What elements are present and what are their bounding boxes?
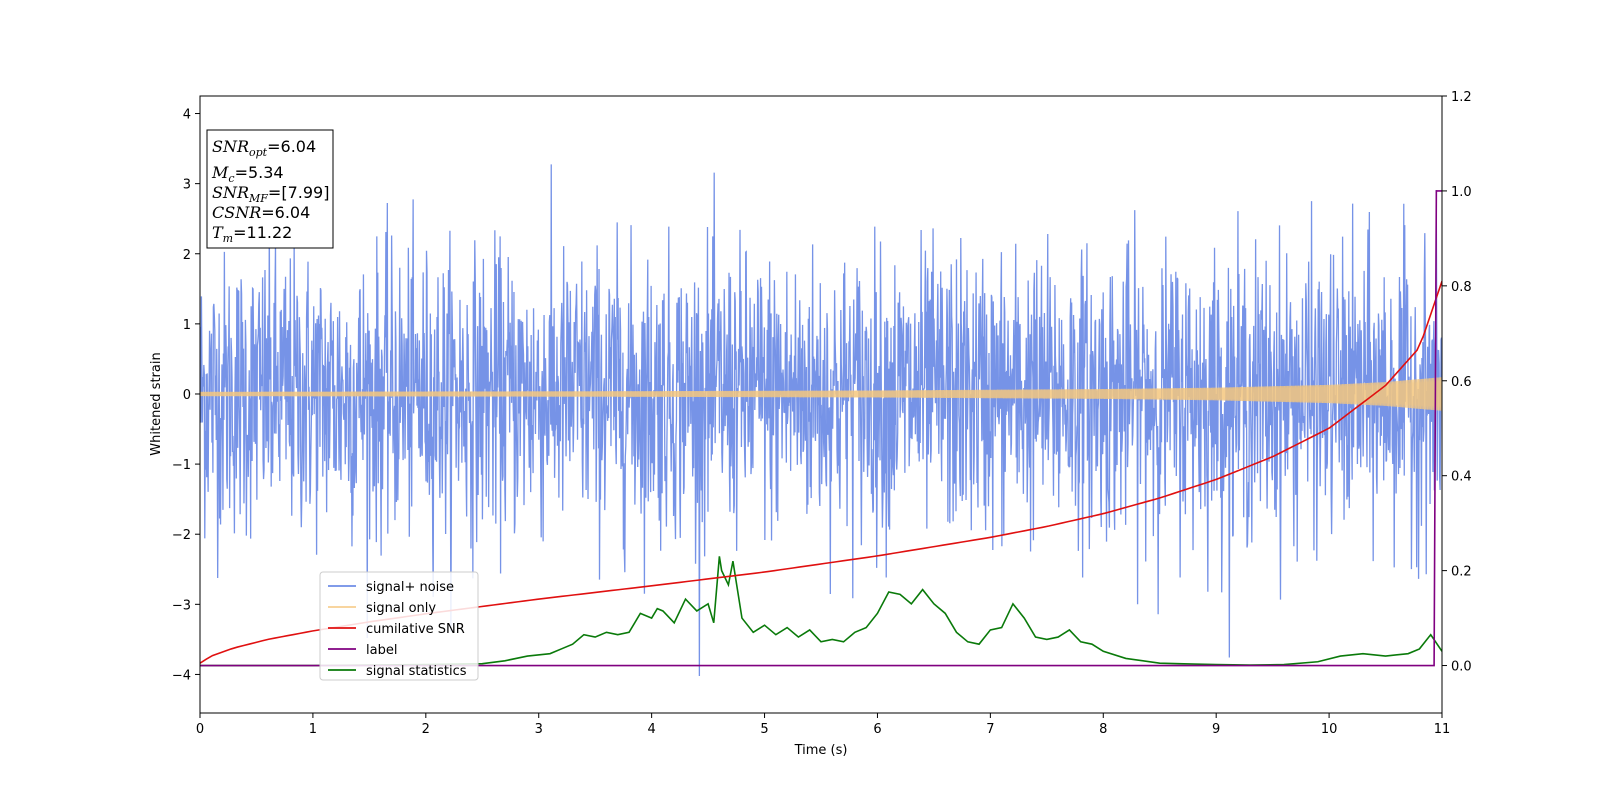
series-signal-only-line bbox=[200, 377, 1442, 411]
x-tick-label: 6 bbox=[873, 722, 881, 737]
y2-tick-label: 0.8 bbox=[1451, 280, 1472, 295]
legend-entry: cumilative SNR bbox=[366, 622, 465, 637]
series-signal-noise-line bbox=[200, 164, 1442, 676]
x-tick-label: 4 bbox=[647, 722, 655, 737]
x-tick-label: 8 bbox=[1099, 722, 1107, 737]
annotation-line: Tm=11.22 bbox=[212, 223, 292, 245]
y2-tick-label: 0.0 bbox=[1451, 660, 1472, 675]
legend-entry: signal statistics bbox=[366, 664, 467, 679]
legend-frame bbox=[319, 571, 479, 681]
y2-tick-label: 1.2 bbox=[1451, 90, 1472, 105]
series-signal-statistics-line bbox=[200, 556, 1442, 667]
y-tick-label: −3 bbox=[172, 598, 191, 613]
y2-tick-label: 0.6 bbox=[1451, 375, 1472, 390]
y-axis-label: Whitened strain bbox=[149, 352, 164, 455]
legend-entry: signal+ noise bbox=[366, 580, 454, 595]
annotation-line: SNRopt=6.04 bbox=[212, 137, 316, 159]
x-tick-label: 7 bbox=[986, 722, 994, 737]
y2-tick-label: 0.4 bbox=[1451, 470, 1472, 485]
y-tick-label: −4 bbox=[172, 668, 191, 683]
x-tick-label: 0 bbox=[196, 722, 204, 737]
y-tick-label: 3 bbox=[183, 178, 191, 193]
annotation-line: CSNR=6.04 bbox=[212, 203, 310, 222]
x-tick-label: 1 bbox=[309, 722, 317, 737]
y-tick-label: 1 bbox=[183, 318, 191, 333]
legend-entry: label bbox=[366, 643, 397, 658]
x-tick-label: 10 bbox=[1321, 722, 1338, 737]
x-tick-label: 3 bbox=[535, 722, 543, 737]
x-tick-label: 11 bbox=[1434, 722, 1451, 737]
legend: signal+ noise signal only cumilative SNR la… bbox=[319, 571, 479, 681]
plot-frame bbox=[199, 95, 1443, 714]
x-tick-label: 2 bbox=[422, 722, 430, 737]
ticks-layer: 0 1 2 3 4 5 6 7 8 9 10 11 −4 −3 −2 −1 0 1 2 3 4 0.0 0.2 0.4 0.6 0… bbox=[172, 90, 1472, 737]
legend-entry: signal only bbox=[366, 601, 436, 616]
y-tick-label: 0 bbox=[183, 388, 191, 403]
y-tick-label: −2 bbox=[172, 528, 191, 543]
annotation-box: SNRopt=6.04 Mc=5.34SNRMF=[7.99]CSNR=6.04T… bbox=[206, 129, 334, 249]
x-tick-label: 9 bbox=[1212, 722, 1220, 737]
y-tick-label: 4 bbox=[183, 108, 191, 123]
x-tick-label: 5 bbox=[760, 722, 768, 737]
annotation-line: Mc=5.34 bbox=[211, 163, 284, 185]
y2-tick-label: 1.0 bbox=[1451, 185, 1472, 200]
series-label-line bbox=[200, 190, 1442, 667]
annotation-frame bbox=[206, 129, 334, 249]
annotation-line: SNRMF=[7.99] bbox=[212, 183, 329, 205]
y-tick-label: −1 bbox=[172, 458, 191, 473]
y-tick-label: 2 bbox=[183, 248, 191, 263]
y2-tick-label: 0.2 bbox=[1451, 565, 1472, 580]
x-axis-label: Time (s) bbox=[794, 743, 848, 758]
